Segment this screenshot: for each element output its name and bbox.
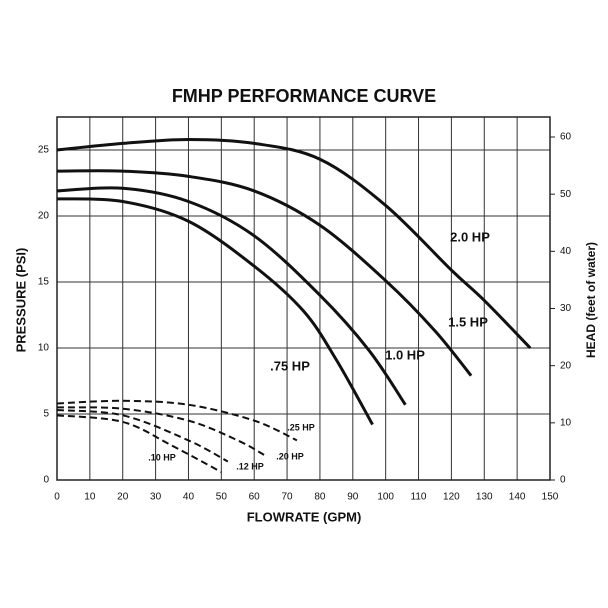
x-tick-label: 100 [377,492,394,503]
curve [56,169,473,377]
y-tick-label: 0 [43,475,49,486]
x-tick-label: 130 [476,492,493,503]
curve-label: 2.0 HP [450,229,490,244]
x-tick-label: 0 [54,492,60,503]
curve-label: .20 HP [276,451,304,461]
x-tick-label: 10 [84,492,96,503]
curve-label: .12 HP [236,461,264,471]
y-tick-label: 5 [43,409,49,420]
x-tick-label: 30 [150,492,162,503]
curve [56,414,222,473]
curve [56,409,229,463]
x-tick-label: 120 [443,492,460,503]
y2-tick-label: 30 [560,303,572,314]
y2-tick-label: 20 [560,360,572,371]
x-tick-label: 140 [509,492,526,503]
y-tick-label: 10 [38,343,50,354]
curve-label: 1.5 HP [448,314,488,329]
y-tick-label: 20 [38,211,50,222]
y-tick-label: 15 [38,277,50,288]
curve-label: .75 HP [270,358,310,373]
x-tick-label: 60 [249,492,261,503]
curve [56,197,374,426]
curve [56,137,532,350]
x-tick-label: 80 [314,492,326,503]
y2-axis-label: HEAD (feet of water) [584,242,598,358]
x-axis-label: FLOWRATE (GPM) [247,509,362,524]
x-tick-label: 20 [117,492,129,503]
chart-title: FMHP PERFORMANCE CURVE [172,86,436,106]
y2-tick-label: 60 [560,132,572,143]
curve [56,186,407,406]
curve-label: .10 HP [148,452,176,462]
x-tick-label: 50 [216,492,228,503]
y2-tick-label: 50 [560,189,572,200]
y-axis-label: PRESSURE (PSI) [13,248,28,353]
plot-frame [56,116,551,481]
y-tick-label: 25 [38,145,50,156]
x-tick-label: 110 [411,492,427,503]
curve [56,399,298,442]
y2-tick-label: 10 [560,417,572,428]
x-tick-label: 70 [282,492,294,503]
x-tick-label: 90 [347,492,359,503]
y2-tick-label: 0 [560,475,566,486]
curve-label: 1.0 HP [385,347,425,362]
curve-label: .25 HP [287,422,315,432]
y2-tick-label: 40 [560,246,572,257]
x-tick-label: 150 [542,492,559,503]
curve [56,406,265,456]
x-tick-label: 40 [183,492,195,503]
